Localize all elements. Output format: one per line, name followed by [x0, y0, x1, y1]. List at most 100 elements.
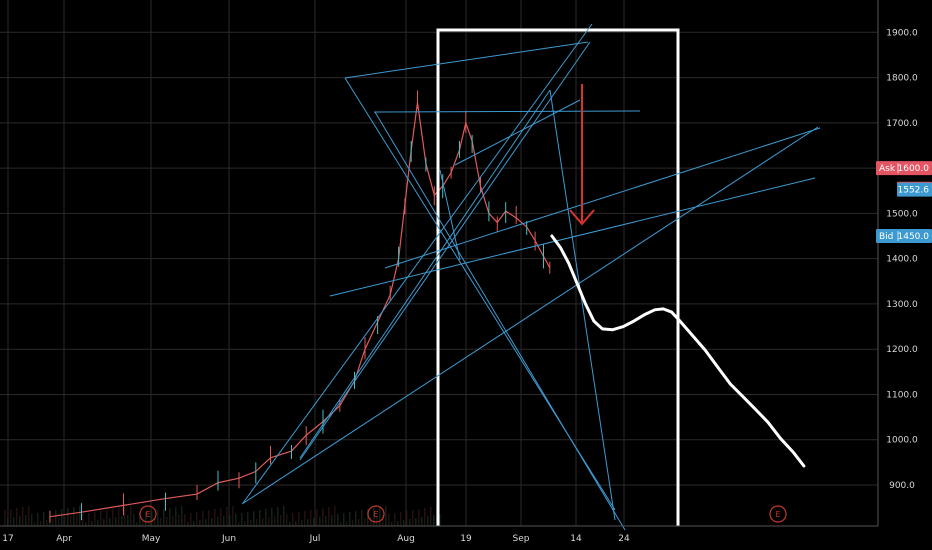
- volume-bar: [313, 518, 315, 526]
- volume-bar: [127, 515, 129, 526]
- time-tick-label: 19: [460, 534, 472, 544]
- volume-bar: [202, 511, 204, 526]
- volume-bar: [370, 517, 372, 526]
- volume-bar: [421, 517, 423, 526]
- volume-bar: [52, 519, 54, 526]
- volume-bar: [112, 509, 114, 526]
- volume-bar: [211, 518, 213, 526]
- volume-bar: [397, 521, 399, 526]
- volume-bar: [364, 518, 366, 526]
- volume-bar: [73, 507, 75, 526]
- earnings-marker-label: E: [775, 510, 780, 519]
- volume-bar: [283, 506, 285, 526]
- volume-bar: [136, 522, 138, 526]
- earnings-marker[interactable]: [769, 505, 787, 523]
- volume-bar: [154, 519, 156, 526]
- volume-bar: [439, 514, 441, 526]
- price-tag-value: 1600.0: [898, 164, 930, 174]
- price-tick-label: 900.0: [889, 481, 915, 491]
- trend-line: [299, 41, 591, 461]
- volume-bar: [325, 516, 327, 526]
- volume-bar: [13, 517, 15, 526]
- time-tick-label: Sep: [513, 534, 530, 544]
- volume-bar: [61, 509, 63, 526]
- volume-bar: [415, 518, 417, 526]
- volume-bar: [295, 521, 297, 526]
- volume-bar: [190, 513, 192, 526]
- volume-bar: [115, 517, 117, 526]
- volume-bar: [40, 521, 42, 526]
- volume-bar: [322, 508, 324, 526]
- volume-bar: [46, 520, 48, 526]
- volume-bar: [403, 520, 405, 526]
- volume-bar: [265, 509, 267, 526]
- volume-bar: [256, 519, 258, 526]
- volume-bar: [157, 510, 159, 526]
- volume-bar: [373, 508, 375, 526]
- volume-bar: [280, 515, 282, 526]
- time-tick-label: Jun: [221, 534, 236, 544]
- volume-bar: [133, 514, 135, 526]
- volume-bar: [181, 506, 183, 526]
- volume-bar: [427, 516, 429, 526]
- volume-bar: [58, 518, 60, 526]
- volume-bar: [319, 517, 321, 526]
- volume-bar: [166, 517, 168, 526]
- volume-bar: [277, 507, 279, 526]
- volume-bar: [304, 511, 306, 526]
- price-tag: Ask 1600.0: [876, 161, 932, 176]
- volume-bar: [16, 508, 18, 526]
- volume-bar: [43, 512, 45, 526]
- volume-bar: [124, 507, 126, 526]
- trend-line: [241, 126, 819, 505]
- volume-bar: [145, 512, 147, 526]
- time-axis[interactable]: 17 Apr May Jun Jul Aug 19 Sep 14 24: [0, 525, 878, 544]
- volume-bar: [379, 507, 381, 526]
- volume-bar: [244, 521, 246, 526]
- volume-bar: [169, 508, 171, 526]
- volume-bar: [298, 512, 300, 526]
- volume-bar: [151, 511, 153, 526]
- time-tick-label: Apr: [56, 534, 72, 544]
- volume-bar: [331, 515, 333, 526]
- volume-bars: [4, 506, 441, 526]
- volume-bar: [88, 513, 90, 526]
- earnings-marker[interactable]: [139, 505, 157, 523]
- time-tick-label: Jul: [309, 534, 321, 544]
- volume-bar: [193, 521, 195, 526]
- volume-bar: [388, 514, 390, 526]
- volume-bar: [160, 518, 162, 526]
- volume-bar: [238, 522, 240, 526]
- volume-bar: [337, 514, 339, 526]
- trend-line: [454, 99, 581, 166]
- volume-bar: [22, 507, 24, 526]
- trend-line: [344, 41, 589, 79]
- volume-bar: [400, 512, 402, 526]
- volume-bar: [262, 518, 264, 526]
- volume-bar: [253, 511, 255, 526]
- price-tick-label: 1700.0: [886, 119, 918, 129]
- volume-bar: [355, 511, 357, 526]
- volume-bar: [361, 510, 363, 526]
- price-tick-label: 1300.0: [886, 300, 918, 310]
- volume-bar: [232, 506, 234, 526]
- price-axis[interactable]: 900.0 1000.0 1100.0 1200.0 1300.0 1400.0 1500.…: [877, 0, 932, 550]
- volume-bar: [259, 510, 261, 526]
- volume-bar: [28, 506, 30, 526]
- price-tag-prefix: Bid: [879, 232, 893, 242]
- volume-bar: [55, 510, 57, 526]
- volume-bar: [289, 522, 291, 526]
- volume-bar: [352, 520, 354, 526]
- price-tag-value: 1552.6: [898, 186, 930, 196]
- volume-bar: [412, 510, 414, 526]
- trend-line: [384, 127, 821, 269]
- price-tick-label: 1100.0: [886, 390, 918, 400]
- volume-bar: [184, 514, 186, 526]
- earnings-marker[interactable]: [367, 505, 385, 523]
- price-series: [49, 90, 551, 523]
- volume-bar: [214, 509, 216, 526]
- volume-bar: [247, 512, 249, 526]
- volume-bar: [67, 508, 69, 526]
